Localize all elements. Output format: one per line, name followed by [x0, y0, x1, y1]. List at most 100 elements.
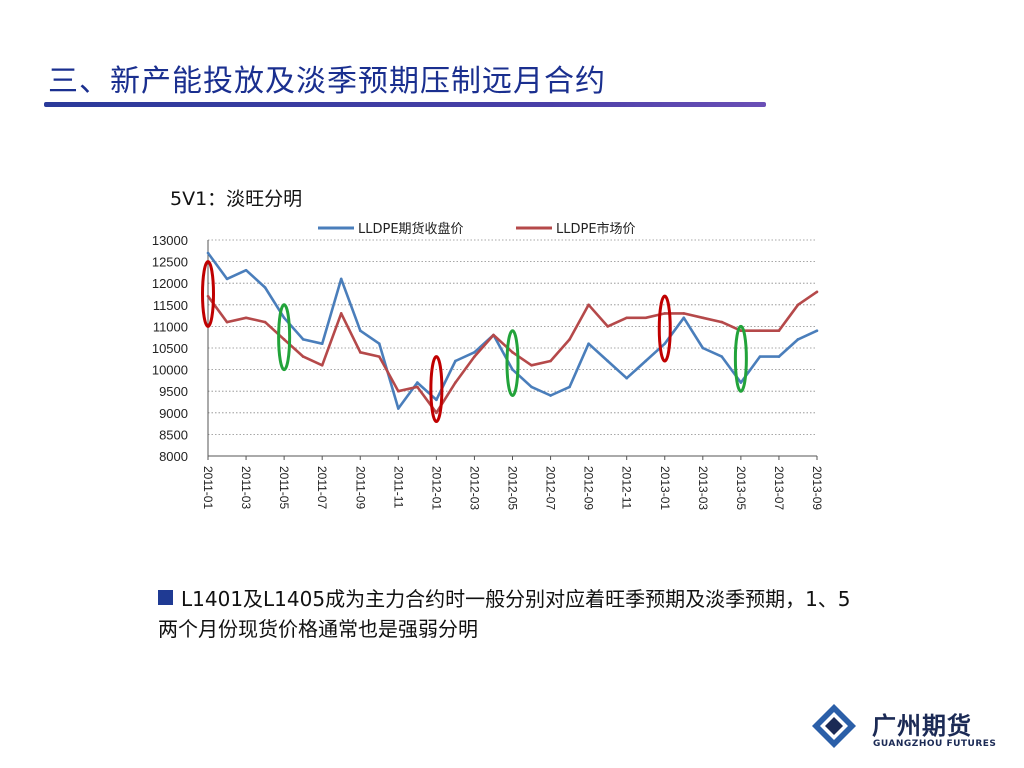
x-tick-label: 2011-09	[353, 466, 367, 509]
series-0-point	[244, 268, 248, 272]
series-1-point	[473, 355, 476, 358]
series-1-point	[815, 290, 819, 294]
series-0-point	[358, 329, 362, 333]
series-1-point	[701, 316, 705, 320]
series-0-point	[301, 338, 305, 341]
x-tick-label: 2012-05	[506, 466, 520, 510]
legend-label-0: LLDPE期货收盘价	[358, 221, 464, 237]
peak-season-ellipse	[429, 355, 444, 423]
x-tick-label: 2011-03	[239, 466, 253, 509]
series-0-point	[758, 355, 762, 358]
series-1-point	[244, 316, 248, 320]
series-1-point	[282, 338, 286, 341]
series-1-point	[739, 329, 743, 333]
series-1-point	[263, 320, 267, 324]
x-tick-label: 2011-11	[391, 466, 405, 509]
series-1-point	[777, 329, 781, 333]
x-tick-label: 2013-03	[696, 466, 710, 510]
y-tick-label: 11000	[153, 319, 188, 334]
x-tick-label: 2011-07	[315, 466, 329, 509]
series-0-point	[511, 368, 514, 371]
x-tick-label: 2013-05	[734, 466, 748, 510]
x-tick-label: 2011-05	[277, 466, 291, 509]
legend-label-1: LLDPE市场价	[556, 221, 636, 237]
company-logo	[812, 704, 856, 748]
peak-season-ellipse	[201, 260, 215, 328]
series-0-point	[377, 342, 381, 345]
series-0-point	[339, 277, 343, 281]
series-0-point	[625, 376, 628, 380]
series-0-point	[644, 359, 648, 363]
logo-subtitle: GUANGZHOU FUTURES	[873, 739, 997, 749]
series-1-point	[606, 325, 609, 328]
series-1-point	[758, 329, 762, 333]
title-underline	[44, 102, 766, 107]
series-1-point	[225, 320, 229, 324]
y-tick-label: 9000	[159, 406, 188, 421]
x-tick-label: 2013-01	[658, 466, 672, 510]
x-tick-label: 2012-11	[620, 466, 634, 509]
series-0-point	[416, 381, 419, 384]
series-0-point	[606, 359, 609, 363]
series-1-point	[720, 320, 724, 324]
series-1-point	[530, 363, 533, 367]
y-tick-label: 9500	[159, 384, 188, 399]
chart-caption: 5V1：淡旺分明	[170, 188, 303, 210]
series-1-point	[301, 355, 305, 358]
logo-mark-icon	[812, 704, 856, 748]
series-0-point	[530, 385, 533, 389]
x-tick-label: 2012-01	[429, 466, 443, 510]
series-1-point	[796, 303, 800, 307]
grid-layer	[208, 239, 817, 457]
series-1-point	[358, 351, 362, 354]
series-0-point	[568, 385, 571, 389]
y-tick-label: 13000	[152, 233, 188, 248]
series-0-point	[473, 351, 476, 354]
off-season-ellipse	[505, 329, 520, 398]
series-1-point	[587, 303, 590, 307]
y-tick-label: 10500	[152, 341, 188, 356]
series-1-point	[625, 316, 628, 320]
series-0-point	[225, 277, 229, 281]
series-0-point	[549, 394, 552, 397]
y-tick-label: 8500	[159, 427, 188, 442]
series-1-point	[644, 316, 648, 320]
series-1-point	[206, 294, 210, 298]
series-1-point	[454, 381, 457, 384]
off-season-ellipse	[277, 303, 292, 372]
series-0-point	[720, 355, 724, 358]
series-1-point	[416, 385, 419, 389]
series-1-point	[568, 338, 571, 341]
series-1-point	[339, 312, 343, 315]
x-tick-label: 2012-03	[467, 466, 481, 510]
series-0-point	[263, 286, 267, 289]
chart-legend: LLDPE期货收盘价 LLDPE市场价	[318, 221, 636, 237]
y-tick-label: 12500	[152, 255, 188, 270]
series-0-point	[663, 342, 667, 345]
bullet-note: L1401及L1405成为主力合约时一般分别对应着旺季预期及淡季预期，1、5两个…	[158, 584, 858, 644]
series-0-point	[320, 342, 324, 345]
series-0-point	[587, 342, 590, 345]
axis-layer: 13000 12500 12000 11500 11000 10500 10000 9500 9…	[152, 233, 824, 510]
series-1-point	[663, 312, 667, 315]
series-0-point	[206, 251, 210, 255]
series-1-point	[377, 355, 381, 358]
peak-season-ellipse	[657, 294, 672, 363]
square-bullet-icon	[158, 590, 173, 605]
series-1-point	[549, 359, 552, 363]
series-0-point	[701, 346, 705, 350]
series-1-point	[511, 351, 514, 354]
series-0-point	[282, 316, 286, 320]
y-tick-label: 11500	[153, 298, 188, 313]
series-0-point	[454, 359, 457, 363]
series-0-point	[815, 329, 819, 333]
series-0-point	[796, 338, 800, 341]
off-season-ellipse	[733, 324, 748, 393]
series-1-point	[492, 333, 495, 337]
x-tick-label: 2013-07	[772, 466, 786, 510]
x-tick-label: 2012-07	[544, 466, 558, 510]
series-1-point	[397, 389, 400, 393]
series-0-point	[397, 407, 400, 410]
series-0-point	[739, 381, 743, 384]
